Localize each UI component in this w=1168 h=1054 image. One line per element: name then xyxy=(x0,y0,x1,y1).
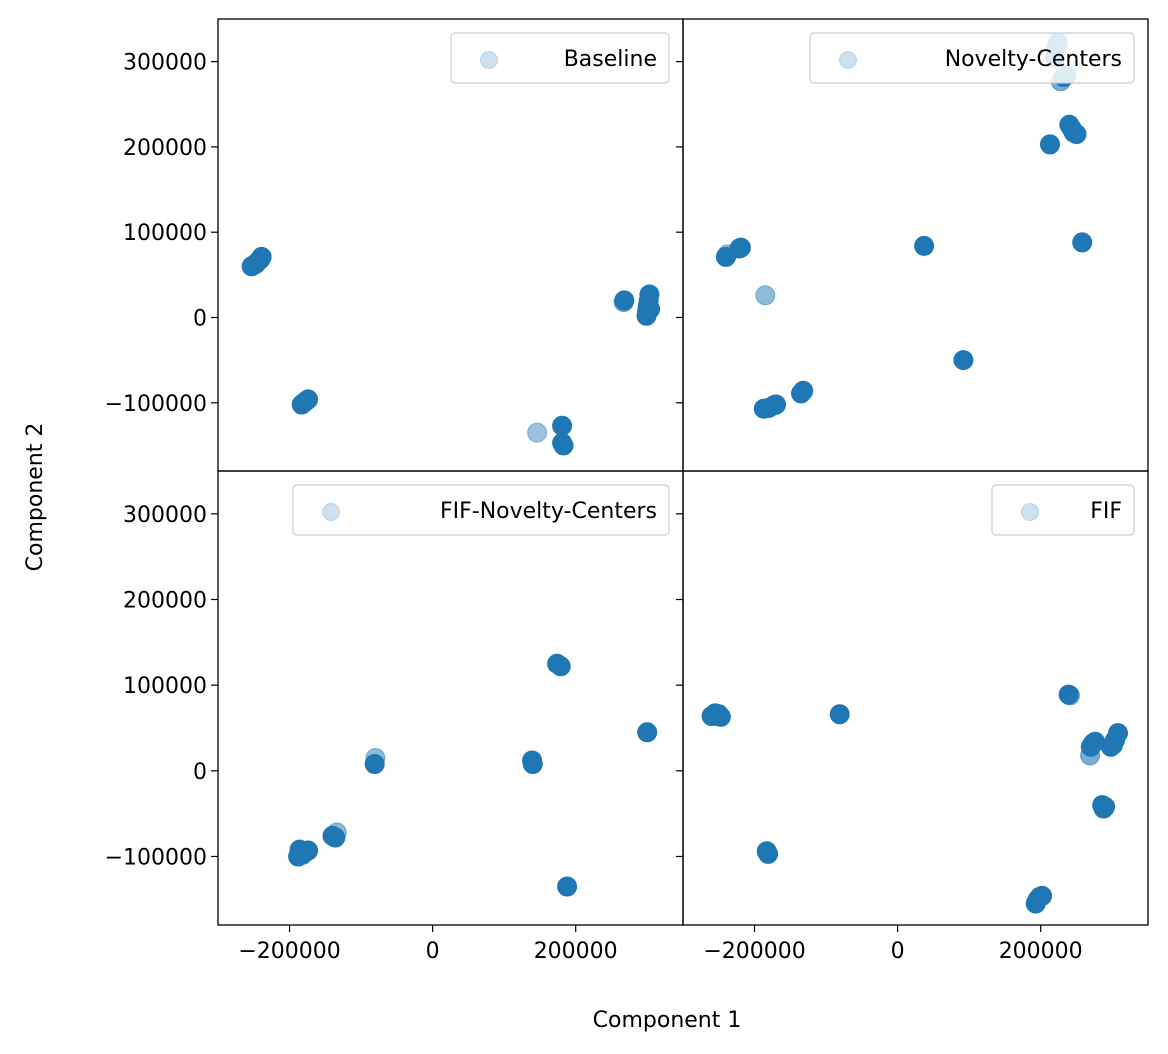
legend: FIF xyxy=(991,484,1135,536)
data-point xyxy=(1095,796,1116,817)
data-point xyxy=(640,299,661,319)
data-point xyxy=(766,394,786,415)
y-tick-label: 200000 xyxy=(123,588,207,613)
y-tick-label: 100000 xyxy=(123,221,207,246)
data-point xyxy=(614,290,635,311)
data-point xyxy=(1060,685,1080,706)
data-point xyxy=(755,285,776,306)
legend-label: Novelty-Centers xyxy=(945,47,1122,72)
data-point xyxy=(298,389,319,410)
panel-4: −200000 0 200000 FIF xyxy=(676,470,1149,964)
panel-frame xyxy=(217,18,684,472)
y-tick-label: 0 xyxy=(193,760,207,785)
x-tick-label: 0 xyxy=(891,939,905,964)
y-tick-label: −100000 xyxy=(105,845,207,870)
data-point xyxy=(1032,885,1053,906)
panels-layer: −100000 0 100000 200000 300000 Baseline Novelt… xyxy=(105,18,1149,964)
data-point xyxy=(1040,134,1060,155)
points-group xyxy=(715,32,1093,419)
data-point xyxy=(326,822,347,843)
legend-label: FIF-Novelty-Centers xyxy=(440,499,657,524)
panel-frame xyxy=(682,470,1149,926)
x-tick-label: 200000 xyxy=(999,939,1083,964)
data-point xyxy=(730,237,751,258)
y-tick-label: 200000 xyxy=(123,136,207,161)
panel-2: Novelty-Centers xyxy=(676,18,1149,472)
y-axis-title: Component 2 xyxy=(23,423,48,572)
y-tick-label: −100000 xyxy=(105,392,207,417)
legend-marker xyxy=(480,51,498,69)
legend: FIF-Novelty-Centers xyxy=(292,484,670,536)
data-point xyxy=(553,435,574,456)
data-point xyxy=(522,754,543,774)
points-group xyxy=(241,246,661,456)
data-point xyxy=(953,350,974,371)
panel-frame xyxy=(217,470,684,926)
legend-box xyxy=(991,484,1135,536)
points-group xyxy=(288,653,658,897)
panel-3: −100000 0 100000 200000 300000 −200000 0 200000… xyxy=(105,470,684,964)
data-point xyxy=(527,422,548,443)
legend-box xyxy=(809,32,1135,84)
x-tick-label: −200000 xyxy=(703,939,805,964)
data-point xyxy=(1066,124,1087,145)
data-point xyxy=(1108,723,1128,744)
data-point xyxy=(552,415,573,436)
x-tick-label: 200000 xyxy=(534,939,618,964)
x-tick-label: 0 xyxy=(426,939,440,964)
points-group xyxy=(701,684,1128,914)
legend: Baseline xyxy=(450,32,670,84)
data-point xyxy=(364,754,385,774)
data-point xyxy=(793,380,814,401)
data-point xyxy=(914,235,935,256)
legend-marker xyxy=(839,51,857,69)
panel-1: −100000 0 100000 200000 300000 Baseline xyxy=(105,18,684,472)
data-point xyxy=(1072,232,1093,253)
data-point xyxy=(557,876,578,897)
y-tick-label: 0 xyxy=(193,306,207,331)
legend-marker xyxy=(1021,503,1039,521)
data-point xyxy=(550,656,571,677)
y-tick-label: 100000 xyxy=(123,674,207,699)
legend-box xyxy=(450,32,670,84)
data-point xyxy=(758,843,779,864)
x-tick-label: −200000 xyxy=(238,939,340,964)
legend-label: FIF xyxy=(1090,499,1122,524)
y-tick-label: 300000 xyxy=(123,51,207,76)
legend-marker xyxy=(322,503,340,521)
y-tick-label: 300000 xyxy=(123,503,207,528)
data-point xyxy=(637,722,658,743)
x-axis-title: Component 1 xyxy=(593,1008,742,1033)
data-point xyxy=(829,704,850,725)
legend-label: Baseline xyxy=(564,47,657,72)
legend-box xyxy=(292,484,670,536)
data-point xyxy=(291,842,311,863)
data-point xyxy=(245,253,266,274)
legend: Novelty-Centers xyxy=(809,32,1135,84)
data-point xyxy=(707,706,728,726)
